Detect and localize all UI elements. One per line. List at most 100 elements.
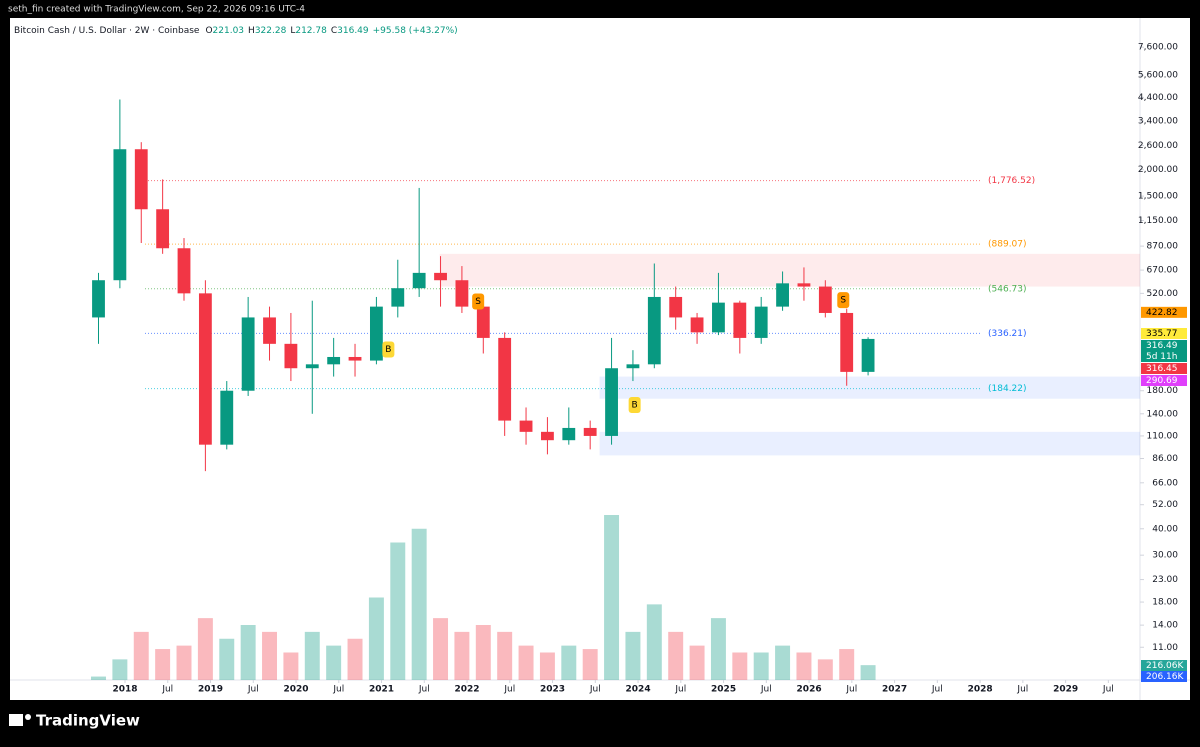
x-tick-label: Jul	[845, 685, 857, 695]
candle-body	[220, 390, 234, 445]
candle-body	[348, 356, 362, 361]
change: +95.58 (+43.27%)	[373, 26, 458, 36]
y-tick-label: 670.00	[1147, 266, 1179, 276]
x-tick-label: Jul	[760, 685, 772, 695]
volume-bar	[860, 665, 876, 680]
volume-bar	[390, 542, 406, 680]
y-tick-label: 1,500.00	[1138, 192, 1178, 202]
volume-bar	[155, 649, 171, 680]
level-label: (889.07)	[988, 240, 1027, 250]
volume-bar	[689, 645, 705, 680]
y-tick-label: 18.00	[1152, 598, 1178, 608]
price-badge-label: 316.45	[1146, 364, 1178, 374]
y-tick-label: 4,400.00	[1138, 93, 1178, 103]
x-tick-label: 2029	[1053, 685, 1078, 695]
candle-body	[369, 306, 383, 361]
volume-bar	[112, 659, 128, 680]
candle-body	[156, 209, 170, 249]
volume-bar	[219, 638, 235, 680]
volume-badge-label: 216.06K	[1146, 661, 1184, 671]
candle-body	[498, 337, 512, 421]
candle-body	[605, 368, 618, 436]
volume-bar	[91, 676, 106, 680]
volume-bar	[454, 631, 470, 680]
volume-bar	[497, 631, 513, 680]
zone	[439, 253, 1140, 287]
brand: TradingView	[36, 712, 140, 730]
x-tick-label: 2020	[283, 685, 308, 695]
y-tick-label: 1,150.00	[1138, 216, 1178, 226]
y-tick-label: 110.00	[1147, 431, 1179, 441]
volume-bar	[176, 645, 192, 680]
y-tick-label: 5,600.00	[1138, 71, 1178, 81]
volume-bar	[625, 631, 641, 680]
candle-body	[583, 427, 597, 436]
candle-body	[861, 338, 875, 372]
x-tick-label: Jul	[589, 685, 601, 695]
candle-body	[519, 420, 533, 432]
y-tick-label: 30.00	[1152, 551, 1178, 561]
ohlc-key: C	[331, 26, 337, 36]
brand-logo: TradingView	[9, 712, 140, 730]
y-tick-label: 14.00	[1152, 621, 1178, 631]
x-tick-label: 2024	[626, 685, 651, 695]
x-tick-label: 2027	[882, 685, 907, 695]
symbol: Bitcoin Cash / U.S. Dollar · 2W · Coinba…	[14, 26, 200, 36]
candle-body	[647, 296, 661, 365]
volume-bar	[582, 649, 598, 680]
volume-bar	[539, 652, 555, 680]
logo-mark	[9, 714, 23, 726]
volume-badge-label: 206.16K	[1146, 672, 1184, 682]
candle-body	[198, 293, 212, 445]
candle-body	[434, 272, 447, 281]
y-tick-label: 2,600.00	[1138, 141, 1178, 151]
ohlc-key: L	[290, 26, 295, 36]
candle-body	[327, 356, 341, 365]
level-label: (336.21)	[988, 329, 1027, 339]
y-tick-label: 7,600.00	[1138, 43, 1178, 53]
volume-bar	[262, 631, 278, 680]
signal-marker	[837, 292, 850, 309]
credit: seth_fin created with TradingView.com, S…	[8, 5, 305, 15]
volume-bar	[646, 604, 662, 680]
price-badge-label: 335.77	[1146, 329, 1178, 339]
signal-marker	[628, 397, 641, 414]
x-tick-label: Jul	[418, 685, 430, 695]
candle-body	[626, 364, 640, 369]
level-label: (1,776.52)	[988, 176, 1035, 186]
candle-body	[562, 427, 576, 441]
y-tick-label: 40.00	[1152, 524, 1178, 534]
x-tick-label: 2025	[711, 685, 736, 695]
volume-bar	[775, 645, 791, 680]
ohlc-value: 316.49	[337, 26, 369, 36]
candle-body	[177, 248, 191, 294]
candle-body	[712, 302, 725, 333]
ohlc-value: 221.03	[213, 26, 245, 36]
price-badge-label: 422.82	[1146, 308, 1178, 318]
ohlc-value: 212.78	[295, 26, 327, 36]
y-tick-label: 3,400.00	[1138, 117, 1178, 127]
volume-bar	[604, 515, 620, 680]
x-tick-label: 2022	[455, 685, 480, 695]
y-tick-label: 23.00	[1152, 575, 1178, 585]
price-badge-label: 290.69	[1146, 376, 1178, 386]
signal-marker	[382, 341, 395, 358]
candle-body	[776, 283, 789, 307]
x-tick-label: Jul	[931, 685, 943, 695]
plot: 7,600.00 5,600.00 4,400.00 3,400.00 2,600.00…	[91, 43, 1187, 695]
volume-bar	[368, 597, 384, 680]
x-tick-label: Jul	[332, 685, 344, 695]
volume-bar	[197, 618, 213, 680]
y-tick-label: 66.00	[1152, 478, 1178, 488]
price-badge	[1141, 340, 1187, 363]
zone	[599, 376, 1140, 399]
x-tick-label: Jul	[503, 685, 515, 695]
x-tick-label: Jul	[247, 685, 259, 695]
candle-body	[455, 280, 469, 307]
volume-bar	[326, 645, 342, 680]
volume-bar	[710, 618, 726, 680]
x-tick-label: Jul	[1016, 685, 1028, 695]
volume-bar	[753, 652, 769, 680]
